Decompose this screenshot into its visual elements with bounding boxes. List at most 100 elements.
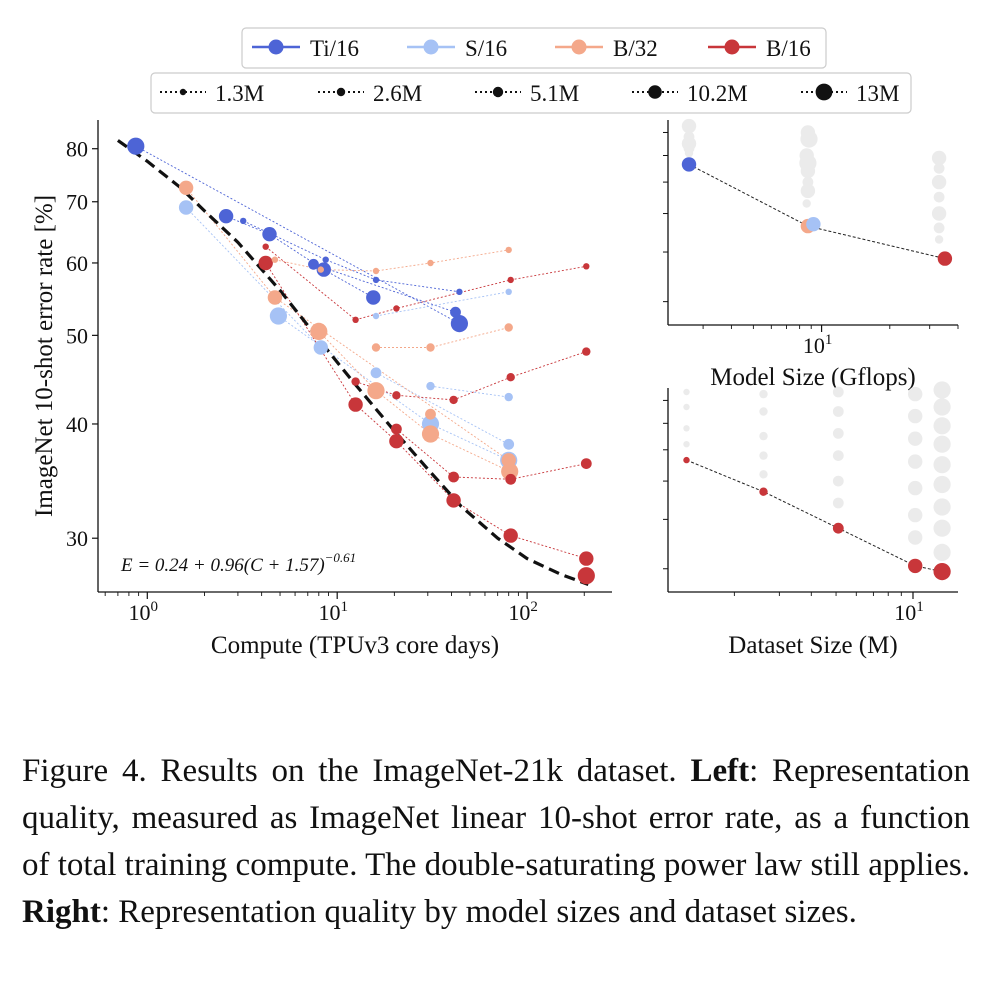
point-Ti-16: [450, 315, 468, 333]
background-point: [908, 480, 923, 496]
series-line-B-16: [265, 262, 587, 560]
background-point: [759, 451, 768, 460]
background-point: [684, 148, 694, 158]
background-point: [683, 425, 690, 432]
legend-item-B-32: B/32: [555, 36, 658, 61]
background-point: [832, 386, 844, 398]
point-Ti-16: [456, 288, 463, 295]
background-point: [759, 431, 768, 441]
legend-dataset-1.3M: 1.3M: [160, 81, 264, 106]
background-point: [933, 456, 951, 474]
x-tick-label: 101: [894, 599, 924, 625]
figure-caption: Figure 4. Results on the ImageNet-21k da…: [22, 748, 970, 936]
point-Ti-16: [308, 258, 319, 270]
left-y-ticks: 30 40 50 60 70 80: [66, 137, 98, 551]
background-point: [933, 435, 951, 453]
point-Ti-16: [450, 306, 461, 318]
model-size-panel: 101 Model Size (Gflops): [663, 118, 959, 391]
legend-marker: [492, 86, 504, 98]
dataset-size-background-points: [683, 381, 951, 562]
left-x-tick-label: 102: [508, 599, 538, 625]
legend-label: 2.6M: [373, 81, 422, 106]
series-line-B-16: [265, 246, 587, 321]
point-B-32: [501, 453, 516, 468]
left-y-label: ImageNet 10-shot error rate [%]: [31, 195, 58, 517]
caption-right-bold: Right: [22, 894, 101, 930]
background-point: [933, 222, 945, 234]
background-point: [832, 450, 844, 461]
point-B-16: [351, 377, 360, 386]
model-size-background-points: [681, 118, 947, 244]
legend-label: 5.1M: [530, 81, 579, 106]
background-point: [931, 206, 947, 221]
left-y-tick-label: 50: [66, 323, 88, 348]
background-point: [832, 497, 844, 509]
point-S-16: [504, 392, 513, 402]
legend-datasets-frame: [150, 72, 912, 114]
dataset-size-ticks: 101: [663, 399, 924, 625]
series-line-S-16: [375, 372, 509, 445]
point-B-16: [908, 558, 923, 574]
series-line-S-16: [375, 291, 509, 317]
point-B-16: [580, 458, 592, 469]
point-B-16: [352, 316, 359, 323]
background-point: [934, 235, 944, 244]
caption-prefix: Figure 4. Results on the ImageNet-21k da…: [22, 753, 691, 789]
caption-left-text: : Representation quality, measured as Im…: [22, 753, 970, 883]
left-x-ticks: 100 101 102: [104, 592, 585, 625]
background-point: [933, 475, 951, 494]
legend-marker: [571, 39, 587, 55]
background-point: [800, 130, 818, 148]
point-B-16: [391, 423, 402, 435]
background-point: [832, 475, 844, 487]
series-line-S-16: [278, 315, 509, 461]
point-S-16: [313, 340, 328, 355]
point-S-16: [370, 367, 382, 379]
point-B-16: [448, 471, 459, 483]
point-B-16: [506, 373, 515, 382]
legend-models: Ti/16 S/16 B/32 B/16: [241, 27, 827, 69]
point-B-16: [348, 397, 363, 412]
figure: 30 40 50 60 70 80 100 101 102 Compute (TPUv3 co…: [31, 27, 959, 659]
background-point: [933, 191, 945, 203]
background-point: [908, 431, 923, 446]
legend-marker: [268, 39, 284, 55]
point-B-16: [446, 493, 461, 508]
series-line-S-16: [430, 385, 509, 398]
background-point: [908, 408, 923, 424]
background-point: [933, 417, 951, 435]
legend-marker: [815, 83, 833, 101]
left-y-tick-label: 40: [66, 412, 88, 437]
fit-curve: [116, 139, 589, 587]
point-B-16: [759, 487, 768, 496]
background-point: [933, 543, 951, 562]
background-point: [800, 183, 816, 199]
legend-models-frame: [241, 27, 827, 69]
caption-left-bold: Left: [690, 753, 750, 789]
point-S-16: [503, 438, 515, 450]
point-B-32: [317, 266, 324, 273]
point-B-32: [372, 267, 380, 275]
background-point: [681, 118, 697, 134]
point-S-16: [178, 200, 194, 215]
background-point: [933, 381, 951, 399]
model-size-x-label: Model Size (Gflops): [710, 364, 916, 391]
dataset-size-trend-line: [686, 459, 943, 573]
dataset-size-panel: 101 Dataset Size (M): [663, 381, 958, 659]
background-point: [832, 406, 844, 417]
point-B-32: [504, 323, 513, 332]
series-line-Ti-16: [225, 215, 374, 298]
point-B-32: [505, 246, 512, 254]
background-point: [802, 199, 811, 208]
point-S-16: [372, 312, 380, 320]
background-point: [908, 507, 923, 523]
background-point: [800, 163, 816, 179]
dataset-size-points: [683, 456, 951, 581]
dataset-size-x-label: Dataset Size (M): [728, 632, 897, 659]
background-point: [933, 498, 951, 516]
series-line-B-32: [318, 331, 510, 472]
left-y-tick-label: 60: [66, 251, 88, 276]
legend-dataset-13M: 13M: [801, 81, 899, 106]
legend-marker: [648, 85, 662, 99]
caption-right-text: : Representation quality by model sizes …: [100, 894, 857, 930]
